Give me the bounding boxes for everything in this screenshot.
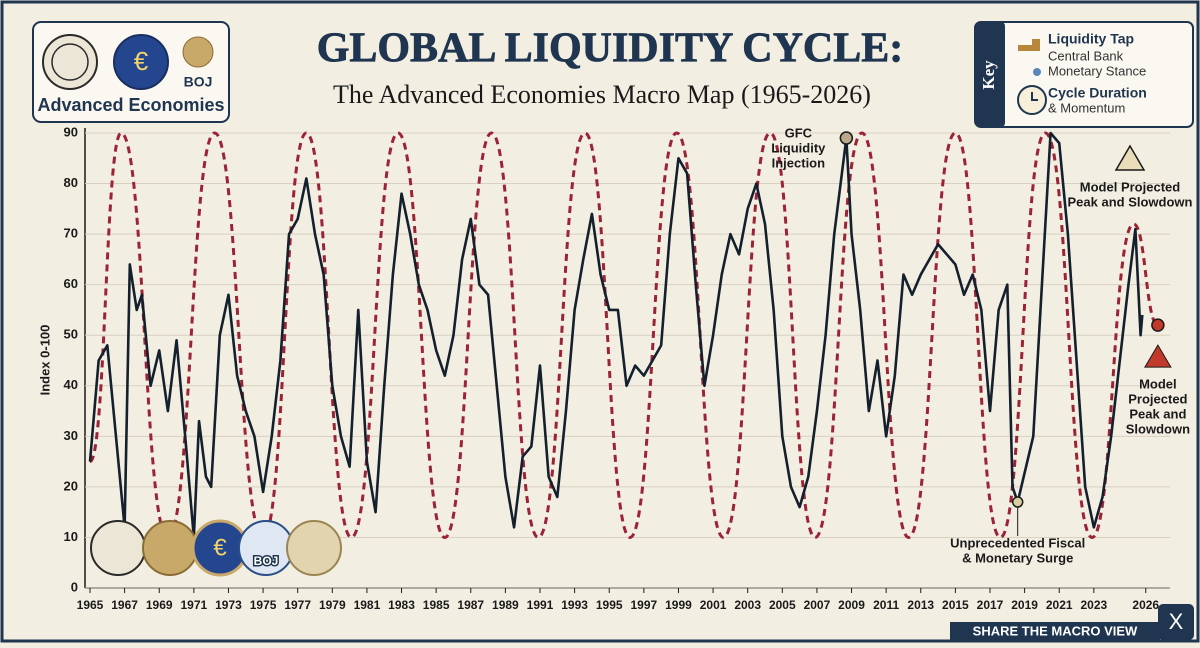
x-tick-label: 2015 — [942, 598, 969, 612]
y-tick-label: 90 — [64, 124, 78, 139]
y-axis-label: Index 0-100 — [37, 325, 52, 396]
clock-hands — [1031, 92, 1038, 101]
x-tick-label: 2026 — [1132, 598, 1159, 612]
boj-label: BOJ — [184, 74, 213, 90]
fed-seal — [42, 34, 98, 90]
x-tick-label: 1999 — [665, 598, 692, 612]
x-tick-label: 2005 — [769, 598, 796, 612]
x-tick-label: 2001 — [700, 598, 727, 612]
badge: € BOJ Advanced Economies — [32, 21, 230, 123]
x-tick-label: 2019 — [1011, 598, 1038, 612]
key-item-line: & Momentum — [1048, 100, 1125, 115]
key: Key Liquidity Tap Central Bank Monetary … — [974, 21, 1194, 128]
annotation-text: & Monetary Surge — [962, 550, 1073, 565]
x-tick-label: 2009 — [838, 598, 865, 612]
share-text[interactable]: SHARE THE MACRO VIEW — [973, 623, 1138, 638]
title: GLOBAL LIQUIDITY CYCLE: — [317, 26, 904, 72]
ecb-seal — [113, 34, 169, 90]
x-tick-label: 1995 — [596, 598, 623, 612]
annotation-marker — [1151, 318, 1165, 332]
x-tick-label: 1973 — [215, 598, 242, 612]
annotation-marker — [1011, 496, 1024, 508]
x-tick-label: 2011 — [873, 598, 899, 612]
x-tick-label: 1989 — [492, 598, 519, 612]
warning-icon — [1144, 344, 1172, 368]
x-tick-label: 1971 — [180, 598, 207, 612]
x-tick-label: 1985 — [423, 598, 450, 612]
x-tick-label: 1987 — [457, 598, 484, 612]
x-tick-label: 1977 — [284, 598, 311, 612]
y-tick-label: 80 — [64, 175, 78, 190]
x-logo[interactable]: X — [1169, 609, 1184, 634]
annotation-text: Model — [1139, 377, 1177, 392]
x-tick-label: 1967 — [111, 598, 138, 612]
x-tick-label: 2021 — [1046, 598, 1073, 612]
liquidity-line — [88, 131, 1144, 539]
footer-band — [950, 622, 1160, 641]
key-item-line: Monetary Stance — [1048, 63, 1146, 78]
key-item-title: Liquidity Tap — [1048, 31, 1134, 47]
y-tick-label: 40 — [64, 377, 78, 392]
coin — [142, 520, 198, 576]
y-tick-label: 50 — [64, 327, 78, 342]
x-tick-label: 1965 — [77, 598, 104, 612]
x-tick-label: 2007 — [804, 598, 831, 612]
key-item-line: Central Bank — [1048, 48, 1124, 63]
annotation-text: Peak and Slowdown — [1068, 194, 1193, 209]
drop-icon — [1033, 68, 1041, 76]
badge-label: Advanced Economies — [37, 95, 224, 115]
y-tick-label: 10 — [64, 529, 78, 544]
annotation-text: Unprecedented Fiscal — [950, 535, 1085, 550]
key-strip — [975, 22, 1005, 127]
annotation-marker — [839, 131, 854, 145]
y-tick-label: 0 — [71, 579, 78, 594]
coin — [286, 520, 342, 576]
annotation-text: Injection — [772, 155, 826, 170]
annotation-text: Slowdown — [1126, 422, 1190, 437]
x-tick-label: 1991 — [527, 598, 554, 612]
x-tick-label: 1993 — [561, 598, 588, 612]
coin — [90, 520, 146, 576]
annotation-text: Peak and — [1129, 407, 1186, 422]
y-tick-label: 30 — [64, 428, 78, 443]
tap-icon — [1018, 39, 1040, 51]
x-tick-label: 1969 — [146, 598, 173, 612]
key-item-title: Cycle Duration — [1048, 85, 1147, 101]
boj-seal — [182, 36, 214, 68]
x-tick-label: 1979 — [319, 598, 346, 612]
x-tick-label: 1997 — [630, 598, 657, 612]
coins: € BOJ — [90, 519, 342, 577]
y-tick-label: 60 — [64, 276, 78, 291]
x-tick-label: 2023 — [1080, 598, 1107, 612]
x-logo-box[interactable] — [1158, 604, 1194, 640]
annotation-text: Model Projected — [1080, 179, 1180, 194]
annotation-text: Projected — [1128, 392, 1187, 407]
euro-sign: € — [213, 534, 227, 561]
key-title: Key — [979, 60, 998, 90]
coin-label: BOJ — [254, 554, 279, 568]
x-tick-label: 1981 — [354, 598, 381, 612]
subtitle: The Advanced Economies Macro Map (1965-2… — [333, 80, 871, 109]
euro-sign: € — [134, 46, 149, 76]
x-tick-label: 2003 — [734, 598, 761, 612]
y-tick-label: 20 — [64, 478, 78, 493]
x-tick-label: 2017 — [977, 598, 1004, 612]
annotation-text: Liquidity — [771, 140, 826, 155]
x-tick-label: 1975 — [250, 598, 277, 612]
fed-seal-ring — [51, 43, 89, 81]
y-tick-label: 70 — [64, 226, 78, 241]
x-tick-label: 1983 — [388, 598, 415, 612]
x-tick-label: 2013 — [907, 598, 934, 612]
warning-icon — [1114, 144, 1146, 171]
plot-area: 0 10 20 30 40 50 60 70 80 90 1965 1967 1969 1971 1973 1… — [64, 124, 1193, 612]
annotation-text: GFC — [785, 125, 813, 140]
